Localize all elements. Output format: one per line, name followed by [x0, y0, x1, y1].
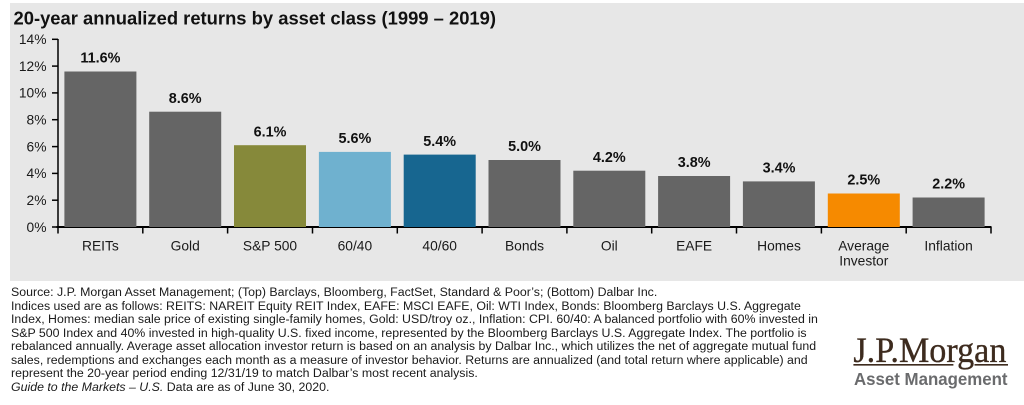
svg-text:4%: 4%	[27, 166, 47, 181]
svg-text:60/40: 60/40	[338, 239, 373, 254]
svg-text:12%: 12%	[19, 59, 47, 74]
svg-text:Gold: Gold	[171, 239, 200, 254]
svg-text:Inflation: Inflation	[924, 239, 972, 254]
svg-text:5.4%: 5.4%	[423, 134, 456, 150]
svg-text:Bonds: Bonds	[505, 239, 544, 254]
svg-text:Oil: Oil	[601, 239, 618, 254]
svg-text:J.P.Morgan: J.P.Morgan	[853, 330, 1006, 370]
svg-text:8%: 8%	[27, 113, 47, 128]
svg-text:Asset Management: Asset Management	[854, 369, 1008, 389]
svg-text:S&P 500: S&P 500	[243, 239, 298, 254]
svg-text:6.1%: 6.1%	[254, 124, 287, 140]
svg-text:5.6%: 5.6%	[338, 131, 371, 147]
svg-text:2.2%: 2.2%	[932, 177, 965, 193]
svg-text:0%: 0%	[27, 220, 47, 235]
svg-text:REITs: REITs	[82, 239, 119, 254]
svg-text:3.8%: 3.8%	[678, 155, 711, 171]
svg-text:2.5%: 2.5%	[847, 173, 880, 189]
svg-text:Investor: Investor	[839, 254, 888, 269]
svg-text:Average: Average	[838, 239, 889, 254]
svg-text:Homes: Homes	[757, 239, 801, 254]
svg-text:40/60: 40/60	[422, 239, 457, 254]
svg-text:3.4%: 3.4%	[763, 161, 796, 177]
svg-text:EAFE: EAFE	[676, 239, 712, 254]
svg-text:4.2%: 4.2%	[593, 150, 626, 166]
svg-text:8.6%: 8.6%	[169, 91, 202, 107]
svg-text:20-year annualized returns by: 20-year annualized returns by asset clas…	[14, 8, 497, 29]
svg-text:6%: 6%	[27, 139, 47, 154]
svg-text:5.0%: 5.0%	[508, 139, 541, 155]
svg-text:14%: 14%	[19, 32, 47, 47]
svg-text:10%: 10%	[19, 86, 47, 101]
svg-text:2%: 2%	[27, 193, 47, 208]
svg-text:11.6%: 11.6%	[80, 51, 120, 67]
